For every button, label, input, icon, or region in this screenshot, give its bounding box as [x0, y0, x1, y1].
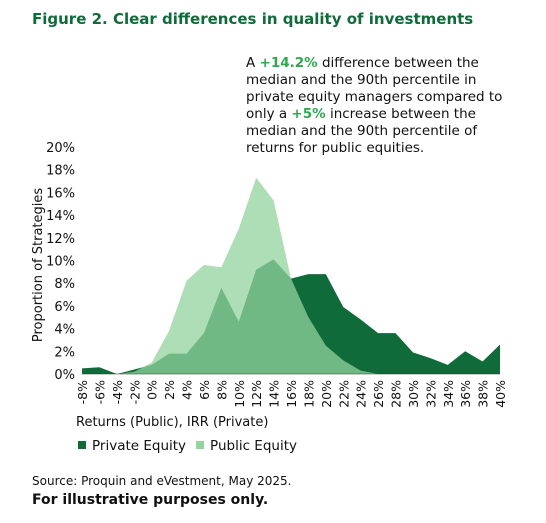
x-tick-label: 12% [249, 380, 264, 408]
x-tick-label: 22% [336, 380, 351, 408]
x-tick-label: 36% [458, 380, 473, 408]
x-tick-label: 38% [476, 380, 491, 408]
legend-marker [78, 441, 86, 449]
x-tick-label: 20% [319, 380, 334, 408]
x-tick-label: 34% [441, 380, 456, 408]
x-tick-label: -4% [110, 380, 125, 404]
y-tick-label: 2% [54, 345, 75, 360]
legend-marker [196, 441, 205, 449]
x-tick-label: 14% [267, 380, 282, 408]
x-tick-label: 32% [423, 380, 438, 408]
x-tick-label: 0% [145, 380, 160, 400]
x-tick-label: -6% [92, 380, 107, 404]
annotation-text: A [246, 55, 260, 71]
y-tick-label: 18% [46, 164, 75, 179]
y-tick-label: 14% [46, 209, 75, 224]
legend-label: Public Equity [210, 438, 297, 454]
x-tick-label: 16% [284, 380, 299, 408]
x-tick-label: 18% [301, 380, 316, 408]
y-tick-label: 8% [54, 277, 75, 292]
chart: Proportion of Strategies Returns (Public… [31, 141, 508, 454]
annotation-text: increase between the median and the 90th… [246, 106, 478, 156]
x-axis-label: Returns (Public), IRR (Private) [76, 415, 268, 430]
y-tick-label: 0% [54, 368, 75, 383]
y-axis-label: Proportion of Strategies [31, 188, 46, 342]
x-tick-label: 10% [232, 380, 247, 408]
annotation-highlight: +5% [291, 106, 326, 122]
x-tick-label: 28% [389, 380, 404, 408]
annotation-highlight: +14.2% [259, 55, 318, 71]
y-tick-label: 10% [46, 255, 75, 270]
x-tick-label: 8% [214, 380, 229, 400]
x-tick-label: -2% [127, 380, 142, 404]
y-tick-label: 4% [54, 323, 75, 338]
source: Source: Proquin and eVestment, May 2025. [32, 474, 292, 488]
x-tick-label: -8% [75, 380, 90, 404]
legend-label: Private Equity [92, 438, 186, 454]
x-tick-label: 4% [180, 380, 195, 400]
footnote: For illustrative purposes only. [32, 492, 269, 508]
y-tick-label: 16% [46, 186, 75, 201]
x-tick-label: 26% [371, 380, 386, 408]
x-tick-label: 2% [162, 380, 177, 400]
y-tick-label: 20% [46, 141, 75, 156]
area [82, 177, 500, 374]
y-tick-label: 6% [54, 300, 75, 315]
annotation-text: difference between the median and the 90… [246, 55, 503, 122]
x-tick-label: 30% [406, 380, 421, 408]
x-tick-label: 6% [197, 380, 212, 400]
x-tick-label: 40% [493, 380, 508, 408]
y-tick-label: 12% [46, 232, 75, 247]
chart-title: Figure 2. Clear differences in quality o… [32, 10, 474, 28]
annotation: A +14.2% difference between the median a… [246, 55, 521, 157]
x-tick-label: 24% [354, 380, 369, 408]
